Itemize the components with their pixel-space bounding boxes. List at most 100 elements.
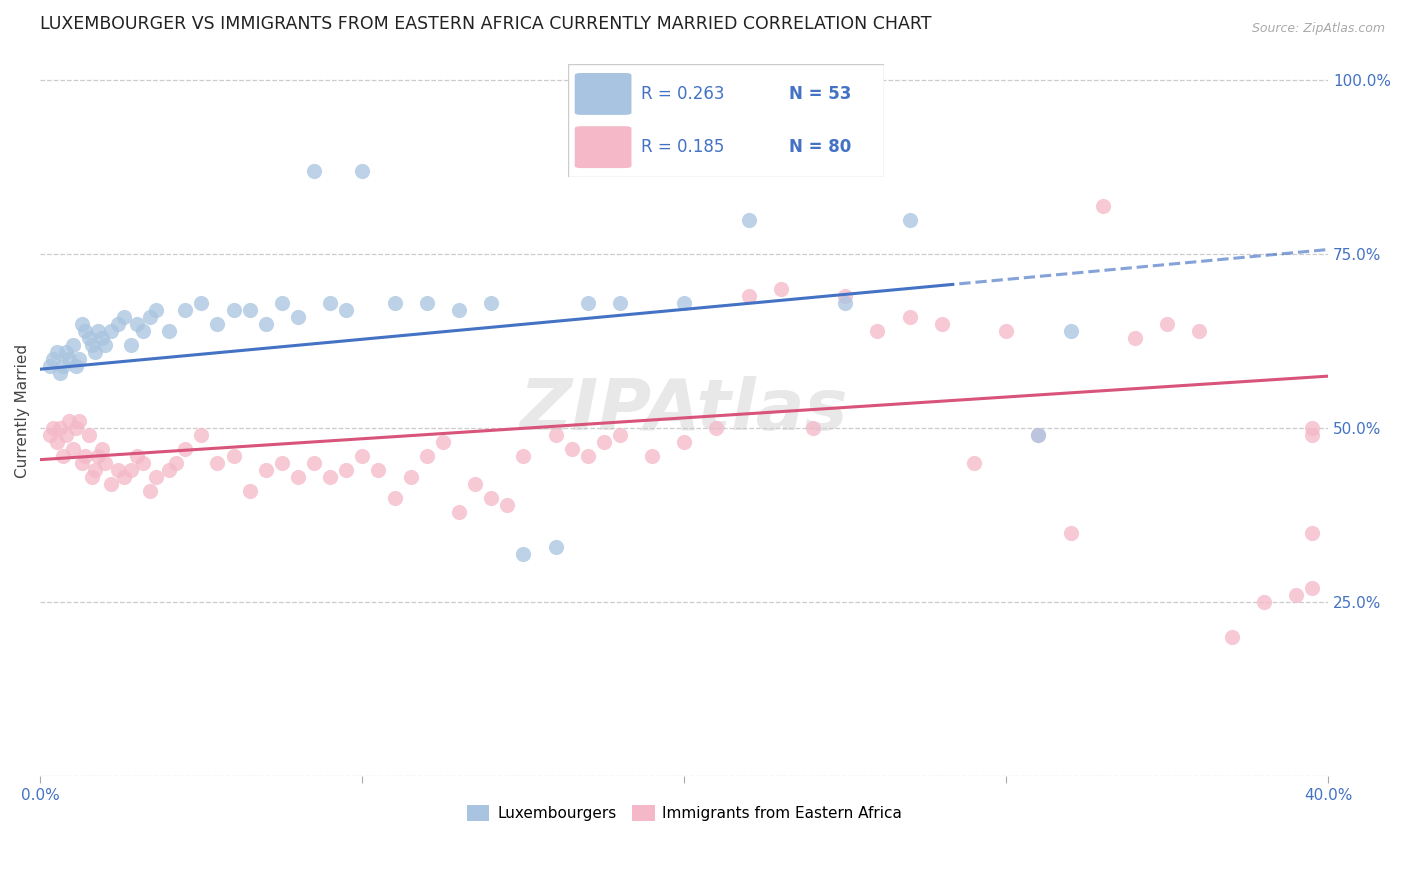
Point — [87, 324, 110, 338]
Point — [447, 303, 470, 318]
Point — [132, 324, 155, 338]
Point — [42, 351, 65, 366]
Point — [75, 324, 97, 338]
Point — [898, 212, 921, 227]
Point — [447, 505, 470, 519]
Point — [80, 470, 103, 484]
Point — [544, 428, 567, 442]
Point — [207, 317, 229, 331]
Point — [995, 324, 1018, 338]
Point — [1123, 331, 1146, 345]
Point — [287, 310, 309, 324]
Point — [866, 324, 889, 338]
Point — [1059, 324, 1081, 338]
Point — [1091, 199, 1114, 213]
Point — [673, 296, 696, 310]
Point — [399, 470, 422, 484]
Point — [58, 414, 80, 428]
Point — [139, 310, 162, 324]
Point — [335, 463, 357, 477]
Point — [302, 164, 325, 178]
Point — [384, 491, 406, 505]
Point — [254, 463, 277, 477]
Point — [464, 477, 486, 491]
Point — [479, 491, 502, 505]
Point — [302, 456, 325, 470]
Point — [90, 331, 112, 345]
Point — [287, 470, 309, 484]
Point — [512, 449, 534, 463]
Point — [352, 449, 374, 463]
Point — [174, 303, 197, 318]
Point — [898, 310, 921, 324]
Point — [335, 303, 357, 318]
Point — [416, 449, 439, 463]
Point — [72, 456, 94, 470]
Point — [1253, 595, 1275, 609]
Point — [52, 449, 75, 463]
Point — [94, 338, 117, 352]
Point — [222, 303, 245, 318]
Point — [120, 338, 142, 352]
Point — [737, 289, 759, 303]
Point — [592, 435, 614, 450]
Point — [512, 547, 534, 561]
Point — [270, 456, 292, 470]
Point — [706, 421, 728, 435]
Point — [165, 456, 187, 470]
Point — [609, 428, 631, 442]
Point — [207, 456, 229, 470]
Point — [1059, 525, 1081, 540]
Point — [84, 344, 107, 359]
Point — [576, 449, 599, 463]
Point — [576, 296, 599, 310]
Point — [1301, 582, 1323, 596]
Point — [112, 470, 135, 484]
Point — [319, 470, 342, 484]
Point — [65, 421, 87, 435]
Point — [1156, 317, 1178, 331]
Point — [1028, 428, 1050, 442]
Point — [90, 442, 112, 457]
Text: Source: ZipAtlas.com: Source: ZipAtlas.com — [1251, 22, 1385, 36]
Point — [67, 351, 90, 366]
Point — [319, 296, 342, 310]
Point — [1285, 588, 1308, 602]
Point — [963, 456, 986, 470]
Point — [1188, 324, 1211, 338]
Text: ZIPAtlas: ZIPAtlas — [520, 376, 849, 445]
Point — [77, 428, 100, 442]
Point — [45, 344, 67, 359]
Point — [190, 296, 212, 310]
Point — [834, 289, 856, 303]
Point — [62, 338, 84, 352]
Y-axis label: Currently Married: Currently Married — [15, 343, 30, 478]
Point — [432, 435, 454, 450]
Point — [107, 463, 129, 477]
Point — [67, 414, 90, 428]
Point — [737, 212, 759, 227]
Point — [157, 463, 180, 477]
Point — [190, 428, 212, 442]
Point — [769, 282, 792, 296]
Point — [139, 483, 162, 498]
Point — [58, 351, 80, 366]
Point — [42, 421, 65, 435]
Point — [157, 324, 180, 338]
Point — [270, 296, 292, 310]
Point — [239, 303, 262, 318]
Point — [174, 442, 197, 457]
Point — [72, 317, 94, 331]
Point — [107, 317, 129, 331]
Point — [65, 359, 87, 373]
Point — [100, 324, 122, 338]
Legend: Luxembourgers, Immigrants from Eastern Africa: Luxembourgers, Immigrants from Eastern A… — [460, 798, 908, 827]
Point — [1028, 428, 1050, 442]
Point — [367, 463, 389, 477]
Point — [416, 296, 439, 310]
Point — [39, 428, 62, 442]
Point — [55, 428, 77, 442]
Point — [145, 303, 167, 318]
Point — [641, 449, 664, 463]
Point — [496, 498, 519, 512]
